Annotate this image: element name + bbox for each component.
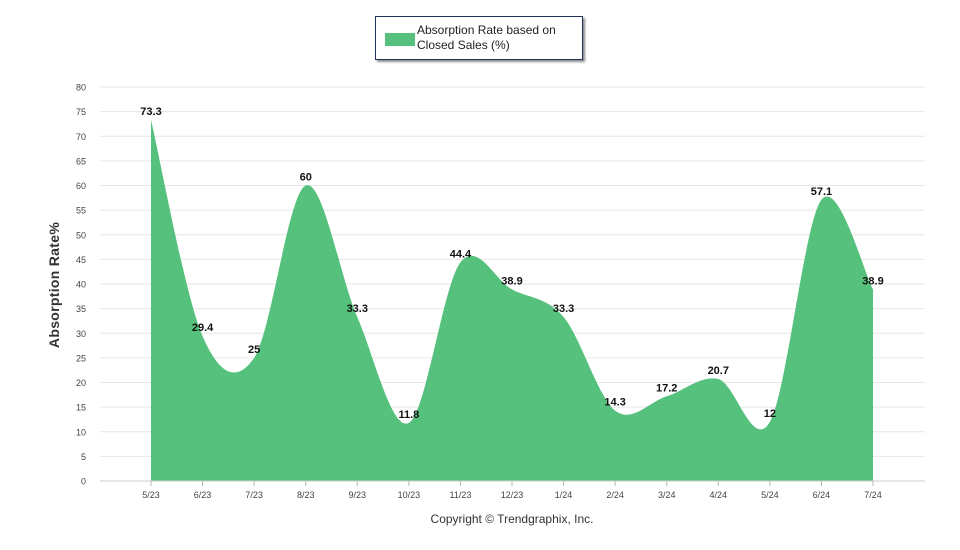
data-label-4/24: 20.7: [708, 365, 729, 377]
legend: Absorption Rate based on Closed Sales (%…: [375, 16, 583, 60]
y-tick-label-25: 25: [76, 353, 86, 363]
y-tick-label-10: 10: [76, 427, 86, 437]
y-tick-label-5: 5: [81, 452, 86, 462]
x-tick-label-4/24: 4/24: [710, 490, 728, 500]
x-tick-label-5/24: 5/24: [761, 490, 779, 500]
x-tick-label-10/23: 10/23: [398, 490, 421, 500]
y-axis-title: Absorption Rate%: [46, 221, 62, 349]
y-tick-label-45: 45: [76, 255, 86, 265]
x-tick-label-3/24: 3/24: [658, 490, 676, 500]
y-tick-label-55: 55: [76, 206, 86, 216]
y-tick-label-35: 35: [76, 304, 86, 314]
x-tick-label-1/24: 1/24: [555, 490, 573, 500]
data-label-7/23: 25: [248, 344, 260, 356]
x-tick-label-6/24: 6/24: [813, 490, 831, 500]
y-tick-label-60: 60: [76, 181, 86, 191]
data-labels: 73.3 29.4 25 60 33.3 11.8 44.4 38.9 33.3 14.3 17.2…: [140, 106, 883, 421]
data-label-6/24: 57.1: [811, 186, 832, 198]
x-tick-label-8/23: 8/23: [297, 490, 315, 500]
area-fill: [151, 119, 873, 481]
y-tick-label-15: 15: [76, 403, 86, 413]
x-tick-label-7/23: 7/23: [245, 490, 263, 500]
data-label-9/23: 33.3: [347, 303, 368, 315]
y-tick-label-75: 75: [76, 107, 86, 117]
x-tick-label-6/23: 6/23: [194, 490, 212, 500]
y-tick-label-30: 30: [76, 329, 86, 339]
y-tick-label-70: 70: [76, 132, 86, 142]
x-tick-label-12/23: 12/23: [501, 490, 524, 500]
x-tick-label-7/24: 7/24: [864, 490, 882, 500]
data-label-11/23: 44.4: [450, 248, 472, 260]
x-tick-label-11/23: 11/23: [449, 490, 471, 500]
x-tick-label-2/24: 2/24: [606, 490, 624, 500]
legend-label: Absorption Rate based on Closed Sales (%…: [417, 23, 556, 52]
data-label-5/24: 12: [764, 408, 776, 420]
data-label-8/23: 60: [300, 172, 312, 184]
x-tick-label-5/23: 5/23: [142, 490, 160, 500]
data-label-12/23: 38.9: [501, 275, 522, 287]
y-tick-label-80: 80: [76, 83, 86, 93]
data-label-2/24: 14.3: [604, 397, 625, 409]
copyright-text: Copyright © Trendgraphix, Inc.: [430, 512, 594, 526]
y-tick-label-65: 65: [76, 156, 86, 166]
data-label-3/24: 17.2: [656, 382, 677, 394]
legend-swatch: [385, 33, 415, 46]
axes: 0 5 10 15 20 25 30 35 40 45 50 55 60 65 70 75 80 5/23 6/23…: [76, 83, 925, 500]
y-tick-label-20: 20: [76, 378, 86, 388]
area-series: [151, 119, 873, 481]
y-tick-label-40: 40: [76, 280, 86, 290]
y-tick-label-0: 0: [81, 477, 86, 487]
data-label-5/23: 73.3: [140, 106, 161, 118]
data-label-6/23: 29.4: [192, 322, 214, 334]
data-label-7/24: 38.9: [862, 275, 883, 287]
y-tick-label-50: 50: [76, 230, 86, 240]
data-label-1/24: 33.3: [553, 303, 574, 315]
x-tick-label-9/23: 9/23: [349, 490, 367, 500]
data-label-10/23: 11.8: [398, 409, 419, 421]
